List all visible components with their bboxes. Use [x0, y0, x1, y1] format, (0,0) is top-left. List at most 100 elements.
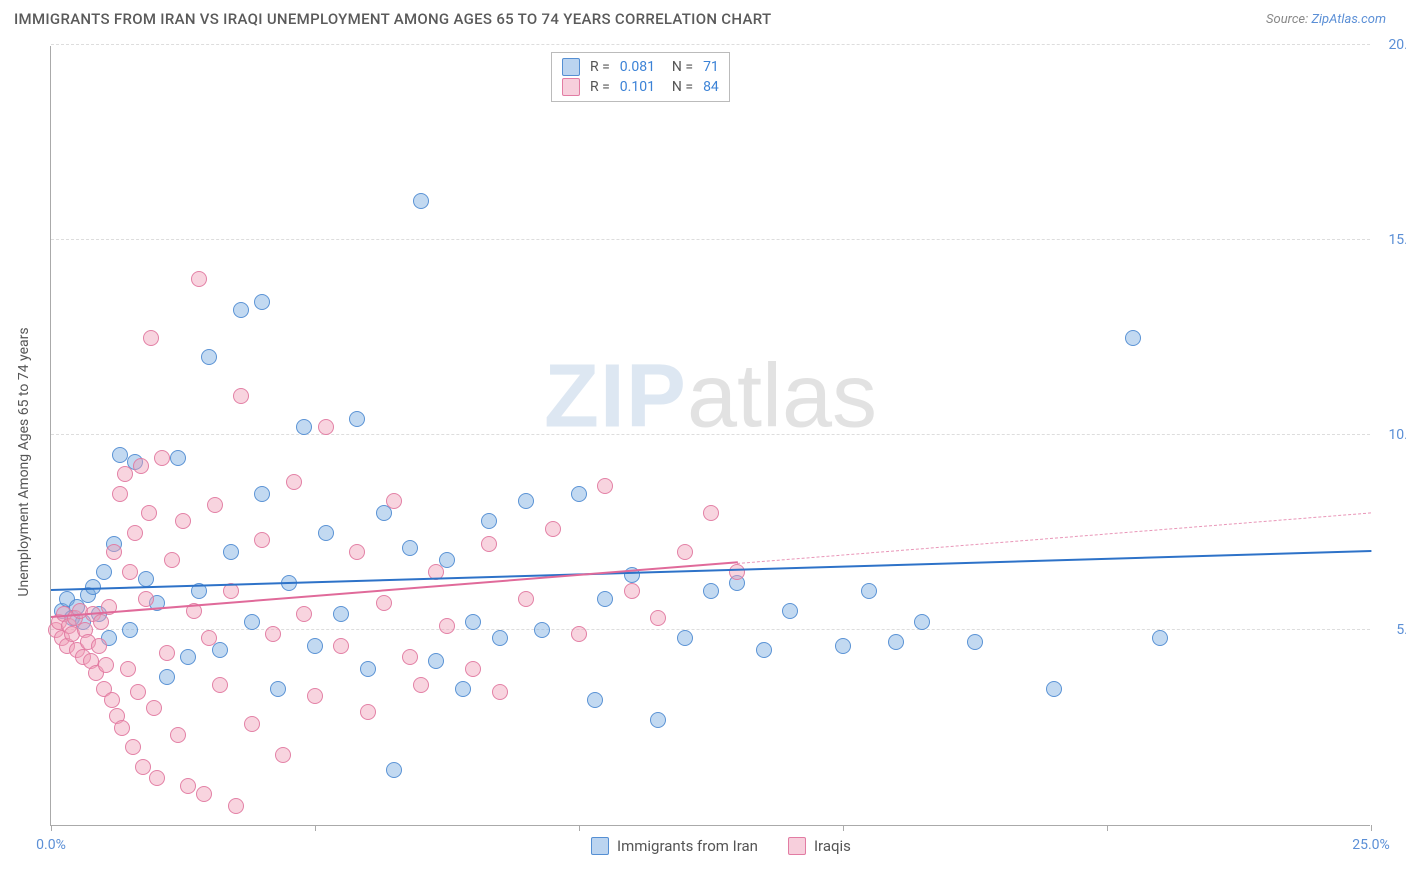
scatter-point: [492, 630, 508, 646]
scatter-point: [296, 419, 312, 435]
scatter-point: [159, 645, 175, 661]
scatter-point: [164, 552, 180, 568]
gridline: [51, 239, 1370, 240]
scatter-point: [703, 505, 719, 521]
scatter-point: [122, 622, 138, 638]
scatter-point: [112, 447, 128, 463]
scatter-point: [120, 661, 136, 677]
scatter-point: [91, 638, 107, 654]
y-axis-title: Unemployment Among Ages 65 to 74 years: [16, 327, 32, 596]
scatter-point: [967, 634, 983, 650]
legend-r-value-2: 0.101: [620, 79, 655, 95]
scatter-point: [96, 564, 112, 580]
scatter-point: [518, 591, 534, 607]
scatter-point: [228, 798, 244, 814]
scatter-point: [270, 681, 286, 697]
scatter-point: [143, 330, 159, 346]
scatter-point: [159, 669, 175, 685]
scatter-point: [191, 271, 207, 287]
y-tick-label: 5.0%: [1396, 622, 1406, 638]
chart-source: Source: ZipAtlas.com: [1266, 12, 1386, 27]
scatter-point: [376, 595, 392, 611]
trend-line: [737, 512, 1371, 564]
scatter-point: [265, 626, 281, 642]
scatter-point: [756, 642, 772, 658]
legend-row-series-1: R = 0.081 N = 71: [562, 57, 719, 77]
scatter-point: [1152, 630, 1168, 646]
scatter-point: [207, 497, 223, 513]
legend-label: Immigrants from Iran: [617, 837, 758, 855]
gridline: [51, 434, 1370, 435]
x-tick-label: 0.0%: [36, 837, 66, 853]
scatter-point: [212, 677, 228, 693]
scatter-point: [914, 614, 930, 630]
source-link[interactable]: ZipAtlas.com: [1311, 12, 1386, 27]
scatter-point: [114, 720, 130, 736]
x-tick: [51, 825, 52, 831]
legend-r-value-1: 0.081: [620, 59, 655, 75]
scatter-point: [703, 583, 719, 599]
scatter-point: [545, 521, 561, 537]
scatter-point: [130, 684, 146, 700]
swatch-series-1: [562, 58, 580, 76]
series-legend: Immigrants from IranIraqis: [591, 837, 851, 855]
scatter-point: [481, 536, 497, 552]
scatter-point: [624, 583, 640, 599]
scatter-point: [360, 704, 376, 720]
scatter-point: [386, 493, 402, 509]
legend-r-label: R =: [590, 59, 610, 75]
x-tick: [579, 825, 580, 831]
scatter-point: [180, 649, 196, 665]
correlation-legend: R = 0.081 N = 71 R = 0.101 N = 84: [551, 52, 730, 102]
legend-row-series-2: R = 0.101 N = 84: [562, 77, 719, 97]
scatter-point: [650, 712, 666, 728]
scatter-point: [244, 716, 260, 732]
watermark: ZIPatlas: [544, 345, 877, 448]
scatter-point: [93, 614, 109, 630]
y-tick-label: 15.0%: [1388, 232, 1406, 248]
scatter-point: [201, 349, 217, 365]
scatter-point: [201, 630, 217, 646]
scatter-point: [170, 450, 186, 466]
scatter-point: [196, 786, 212, 802]
scatter-point: [534, 622, 550, 638]
scatter-point: [112, 486, 128, 502]
scatter-point: [333, 638, 349, 654]
scatter-point: [481, 513, 497, 529]
scatter-point: [428, 653, 444, 669]
chart-area: Unemployment Among Ages 65 to 74 years Z…: [0, 34, 1406, 874]
scatter-point: [104, 692, 120, 708]
scatter-point: [650, 610, 666, 626]
gridline: [51, 44, 1370, 45]
x-tick: [1107, 825, 1108, 831]
scatter-point: [307, 688, 323, 704]
x-tick-label: 25.0%: [1352, 837, 1390, 853]
scatter-point: [318, 419, 334, 435]
scatter-point: [138, 571, 154, 587]
scatter-point: [333, 606, 349, 622]
x-tick: [843, 825, 844, 831]
scatter-point: [782, 603, 798, 619]
scatter-point: [98, 657, 114, 673]
scatter-point: [125, 739, 141, 755]
scatter-point: [1125, 330, 1141, 346]
scatter-point: [117, 466, 133, 482]
scatter-point: [170, 727, 186, 743]
scatter-point: [439, 618, 455, 634]
scatter-point: [413, 677, 429, 693]
scatter-point: [349, 411, 365, 427]
scatter-point: [571, 486, 587, 502]
swatch-series-2: [562, 78, 580, 96]
scatter-point: [133, 458, 149, 474]
x-tick: [315, 825, 316, 831]
scatter-point: [233, 388, 249, 404]
scatter-point: [677, 544, 693, 560]
scatter-point: [275, 747, 291, 763]
scatter-point: [254, 294, 270, 310]
scatter-point: [729, 564, 745, 580]
scatter-point: [888, 634, 904, 650]
scatter-point: [318, 525, 334, 541]
scatter-point: [861, 583, 877, 599]
scatter-point: [146, 700, 162, 716]
scatter-point: [175, 513, 191, 529]
